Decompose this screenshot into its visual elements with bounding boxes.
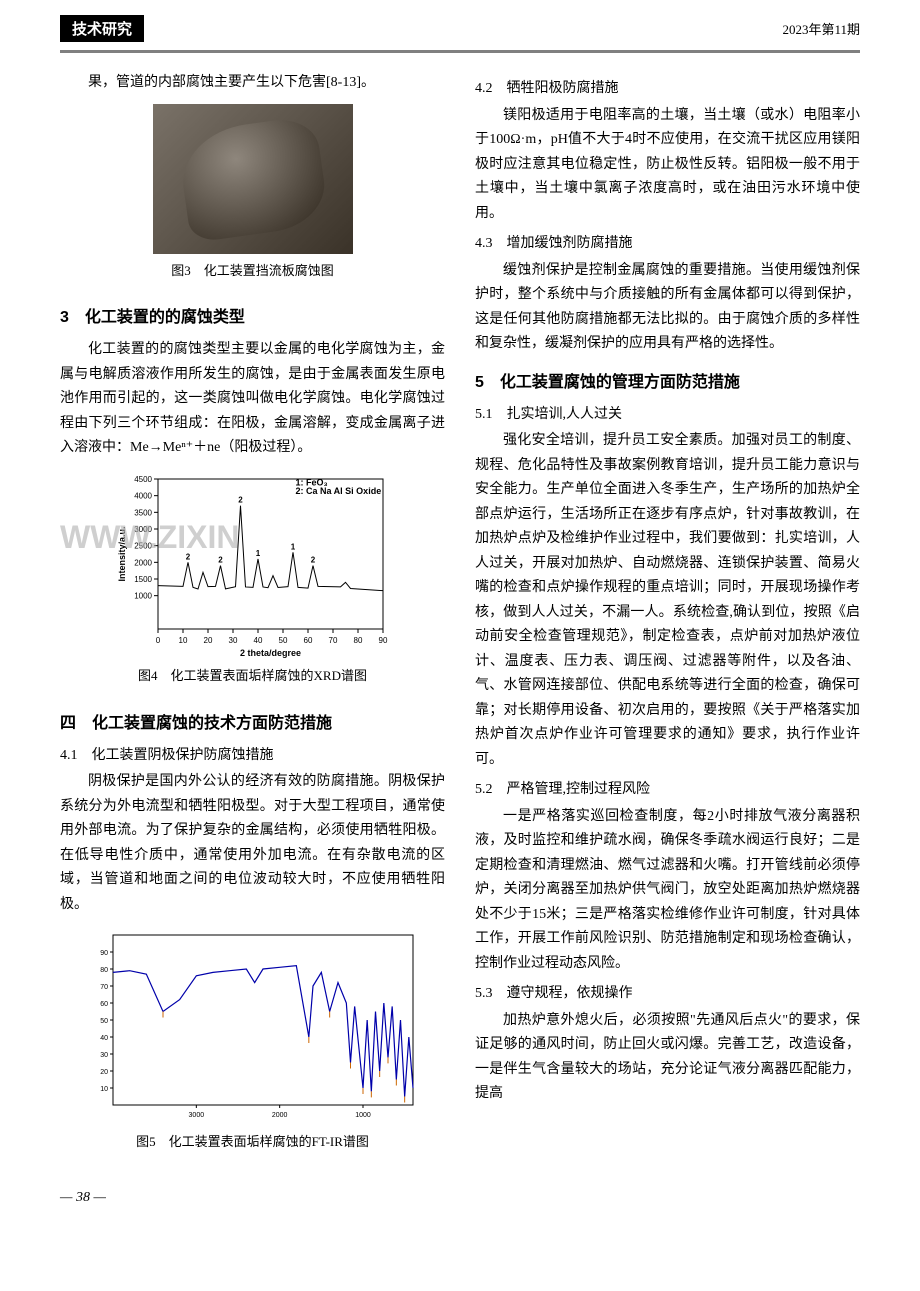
svg-text:2000: 2000 [134, 558, 152, 567]
issue-label: 2023年第11期 [782, 19, 860, 38]
xrd-chart: 1000 1500 2000 2500 3000 3500 4000 4500 0 10 20 30 4… [113, 469, 393, 659]
intro-text: 果，管道的内部腐蚀主要产生以下危害[8-13]。 [60, 71, 445, 96]
page-footer: — 38 — [0, 1172, 920, 1216]
svg-text:2: Ca Na Al Si Oxide: 2: Ca Na Al Si Oxide [295, 486, 381, 496]
svg-text:50: 50 [278, 636, 287, 645]
svg-text:20: 20 [100, 1069, 108, 1076]
svg-text:60: 60 [303, 636, 312, 645]
left-column: 果，管道的内部腐蚀主要产生以下危害[8-13]。 图3 化工装置挡流板腐蚀图 3… [60, 71, 445, 1172]
svg-text:2 theta/degree: 2 theta/degree [239, 648, 300, 658]
svg-text:60: 60 [100, 1001, 108, 1008]
svg-text:40: 40 [100, 1035, 108, 1042]
svg-text:20: 20 [203, 636, 212, 645]
section-4-2-title: 4.2 牺牲阳极防腐措施 [475, 77, 860, 102]
svg-text:80: 80 [100, 967, 108, 974]
svg-text:1: 1 [290, 542, 295, 551]
section-5-3-body: 加热炉意外熄火后，必须按照"先通风后点火"的要求，保证足够的通风时间，防止回火或… [475, 1009, 860, 1107]
svg-text:80: 80 [353, 636, 362, 645]
section-3-body: 化工装置的的腐蚀类型主要以金属的电化学腐蚀为主，金属与电解质溶液作用所发生的腐蚀… [60, 338, 445, 461]
svg-text:40: 40 [253, 636, 262, 645]
svg-text:Intensity/a.u.: Intensity/a.u. [117, 526, 127, 581]
section-4-2-body: 镁阳极适用于电阻率高的土壤，当土壤（或水）电阻率小于100Ω·m，pH值不大于4… [475, 104, 860, 227]
section-4-3-body: 缓蚀剂保护是控制金属腐蚀的重要措施。当使用缓蚀剂保护时，整个系统中与介质接触的所… [475, 259, 860, 357]
section-4-3-title: 4.3 增加缓蚀剂防腐措施 [475, 232, 860, 257]
svg-text:2: 2 [218, 555, 223, 564]
section-3-title: 3 化工装置的的腐蚀类型 [60, 304, 445, 332]
svg-text:90: 90 [378, 636, 387, 645]
svg-text:70: 70 [328, 636, 337, 645]
section-5-2-title: 5.2 严格管理,控制过程风险 [475, 778, 860, 803]
section-5-3-title: 5.3 遵守规程，依规操作 [475, 982, 860, 1007]
svg-text:2500: 2500 [134, 541, 152, 550]
figure-4-caption: 图4 化工装置表面垢样腐蚀的XRD谱图 [138, 665, 367, 688]
svg-text:10: 10 [178, 636, 187, 645]
section-5-1-body: 强化安全培训，提升员工安全素质。加强对员工的制度、规程、危化品特性及事故案例教育… [475, 429, 860, 772]
section-4-1-body: 阴极保护是国内外公认的经济有效的防腐措施。阴极保护系统分为外电流型和牺牲阳极型。… [60, 770, 445, 917]
svg-text:70: 70 [100, 984, 108, 991]
svg-text:3500: 3500 [134, 508, 152, 517]
content-columns: 果，管道的内部腐蚀主要产生以下危害[8-13]。 图3 化工装置挡流板腐蚀图 3… [0, 71, 920, 1172]
svg-text:10: 10 [100, 1086, 108, 1093]
header-divider [60, 50, 860, 53]
figure-3: 图3 化工装置挡流板腐蚀图 [60, 104, 445, 293]
section-4-title: 四 化工装置腐蚀的技术方面防范措施 [60, 710, 445, 738]
svg-text:30: 30 [100, 1052, 108, 1059]
section-5-2-body: 一是严格落实巡回检查制度，每2小时排放气液分离器积液，及时监控和维护疏水阀，确保… [475, 805, 860, 977]
svg-text:2: 2 [185, 552, 190, 561]
figure-4: 1000 1500 2000 2500 3000 3500 4000 4500 0 10 20 30 4… [60, 469, 445, 698]
svg-text:1: 1 [255, 549, 260, 558]
svg-text:30: 30 [228, 636, 237, 645]
svg-text:2: 2 [238, 495, 243, 504]
svg-text:2: 2 [310, 555, 315, 564]
svg-text:90: 90 [100, 950, 108, 957]
ftir-chart: 10 20 30 40 50 60 70 80 90 3000 2000 1000 [83, 925, 423, 1125]
svg-text:4500: 4500 [134, 475, 152, 484]
svg-text:0: 0 [155, 636, 160, 645]
figure-3-image [153, 104, 353, 254]
svg-text:3000: 3000 [188, 1112, 204, 1119]
section-5-title: 5 化工装置腐蚀的管理方面防范措施 [475, 369, 860, 397]
page-header: 技术研究 2023年第11期 [0, 0, 920, 50]
svg-text:1000: 1000 [355, 1112, 371, 1119]
section-4-1-title: 4.1 化工装置阴极保护防腐蚀措施 [60, 744, 445, 769]
right-column: 4.2 牺牲阳极防腐措施 镁阳极适用于电阻率高的土壤，当土壤（或水）电阻率小于1… [475, 71, 860, 1172]
svg-text:50: 50 [100, 1018, 108, 1025]
page-number: — 38 — [60, 1190, 106, 1205]
svg-text:3000: 3000 [134, 525, 152, 534]
figure-3-caption: 图3 化工装置挡流板腐蚀图 [171, 260, 334, 283]
section-5-1-title: 5.1 扎实培训,人人过关 [475, 403, 860, 428]
svg-text:2000: 2000 [271, 1112, 287, 1119]
svg-text:4000: 4000 [134, 491, 152, 500]
svg-text:1500: 1500 [134, 575, 152, 584]
section-label: 技术研究 [60, 15, 144, 42]
svg-text:1000: 1000 [134, 591, 152, 600]
figure-5: 10 20 30 40 50 60 70 80 90 3000 2000 1000 图5 化工装置表面… [60, 925, 445, 1164]
figure-5-caption: 图5 化工装置表面垢样腐蚀的FT-IR谱图 [136, 1131, 369, 1154]
